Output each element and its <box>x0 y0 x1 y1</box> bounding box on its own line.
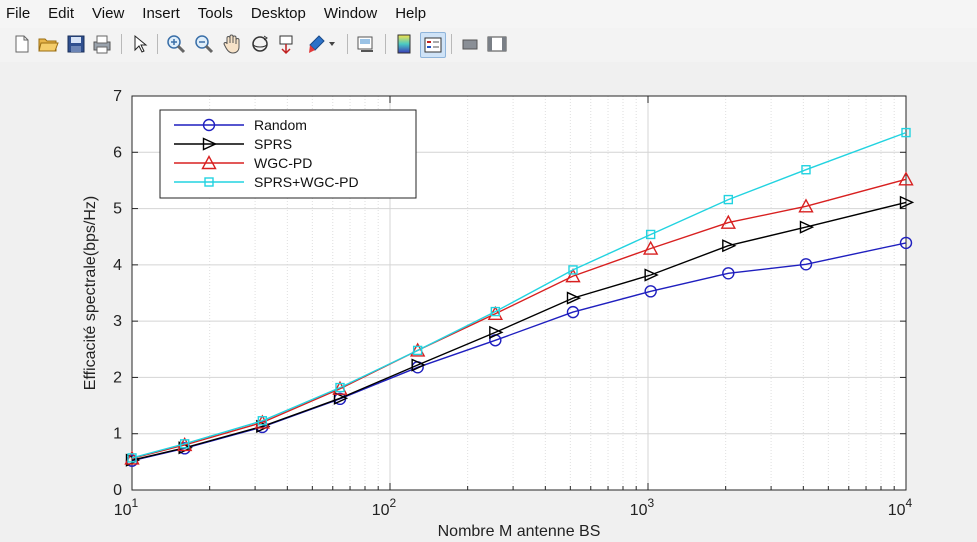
data-point <box>257 416 268 426</box>
zoom-in-icon[interactable] <box>164 32 188 56</box>
data-point <box>799 220 815 234</box>
show-plot-tools-icon[interactable] <box>485 32 509 56</box>
menu-bar: File Edit View Insert Tools Desktop Wind… <box>0 0 977 28</box>
y-tick-label: 2 <box>113 369 122 386</box>
figure-toolbar <box>0 28 977 62</box>
print-icon[interactable] <box>90 32 114 56</box>
data-point <box>565 268 581 283</box>
figure-area: 0 1 2 3 4 5 6 7 101 102 103 104 Random SPRS WGC-PD SPR… <box>0 62 977 542</box>
save-icon[interactable] <box>64 32 88 56</box>
chart: 0 1 2 3 4 5 6 7 101 102 103 104 Random SPRS WGC-PD SPR… <box>0 62 977 542</box>
x-tick-label: 101 <box>114 496 139 519</box>
data-point <box>489 325 504 339</box>
series <box>124 127 915 467</box>
data-point <box>801 165 811 175</box>
menu-desktop[interactable]: Desktop <box>250 5 306 22</box>
data-point <box>899 195 915 209</box>
data-point <box>722 267 735 280</box>
y-tick-label: 6 <box>113 144 122 161</box>
link-plot-icon[interactable] <box>354 32 378 56</box>
x-tick-label: 102 <box>372 496 397 519</box>
data-cursor-icon[interactable] <box>276 32 300 56</box>
dropdown-arrow-icon[interactable] <box>325 32 339 56</box>
y-tick-label: 3 <box>113 313 122 330</box>
data-point <box>412 345 423 356</box>
data-point <box>898 171 914 186</box>
legend-label: SPRS+WGC-PD <box>254 174 359 190</box>
series-sprs-wgc-pd <box>127 127 911 463</box>
data-point <box>127 453 137 463</box>
data-point <box>332 380 348 395</box>
ticks: 0 1 2 3 4 5 6 7 101 102 103 104 <box>113 88 912 519</box>
data-point <box>490 306 501 317</box>
menu-insert[interactable]: Insert <box>142 5 180 22</box>
legend-label: SPRS <box>254 136 292 152</box>
data-point <box>333 391 349 405</box>
menu-file[interactable]: File <box>6 5 31 22</box>
legend-label: Random <box>254 117 307 133</box>
y-tick-label: 4 <box>113 257 122 274</box>
y-tick-label: 1 <box>113 426 122 443</box>
x-axis-label: Nombre M antenne BS <box>438 523 601 540</box>
hide-plot-tools-icon[interactable] <box>458 32 482 56</box>
y-tick-label: 5 <box>113 201 122 218</box>
legend-icon[interactable] <box>420 32 446 58</box>
pointer-icon[interactable] <box>128 32 152 56</box>
new-file-icon[interactable] <box>10 32 34 56</box>
legend-marker <box>201 155 217 170</box>
brush-icon[interactable] <box>304 32 328 56</box>
data-point <box>723 194 734 205</box>
data-point <box>335 382 345 393</box>
data-point <box>799 258 813 271</box>
series-wgc-pd <box>124 171 914 465</box>
legend-label: WGC-PD <box>254 155 312 171</box>
x-tick-label: 104 <box>888 496 913 519</box>
legend: Random SPRS WGC-PD SPRS+WGC-PD <box>159 109 417 199</box>
rotate-3d-icon[interactable] <box>248 32 272 56</box>
data-point <box>644 285 657 298</box>
menu-edit[interactable]: Edit <box>48 5 75 22</box>
y-tick-label: 0 <box>113 482 122 499</box>
y-axis-label: Efficacité spectrale(bps/Hz) <box>82 196 99 390</box>
data-point <box>568 265 578 275</box>
menu-help[interactable]: Help <box>395 5 427 22</box>
data-point <box>899 236 913 250</box>
data-point <box>411 358 426 372</box>
data-point <box>179 439 190 449</box>
data-point <box>642 240 659 255</box>
data-point <box>645 229 656 240</box>
series-line <box>131 201 907 461</box>
data-point <box>124 450 140 465</box>
menu-window[interactable]: Window <box>323 5 378 22</box>
colorbar-icon[interactable] <box>392 32 416 56</box>
menu-tools[interactable]: Tools <box>197 5 233 22</box>
legend-marker <box>202 137 218 151</box>
series-line <box>131 131 907 459</box>
legend-marker <box>204 177 214 187</box>
data-point <box>720 214 736 229</box>
x-tick-label: 103 <box>630 496 655 519</box>
data-point <box>566 291 582 305</box>
open-folder-icon[interactable] <box>36 32 60 56</box>
axes-box <box>131 95 907 491</box>
data-point <box>409 342 426 357</box>
data-point <box>798 198 814 213</box>
menu-view[interactable]: View <box>92 5 125 22</box>
legend-marker <box>202 118 216 132</box>
data-point <box>901 127 911 138</box>
pan-hand-icon[interactable] <box>220 32 244 56</box>
data-point <box>566 305 580 319</box>
y-tick-label: 7 <box>113 88 122 105</box>
zoom-out-icon[interactable] <box>192 32 216 56</box>
series-line <box>131 178 907 460</box>
data-point <box>722 239 737 253</box>
data-point <box>644 268 659 282</box>
